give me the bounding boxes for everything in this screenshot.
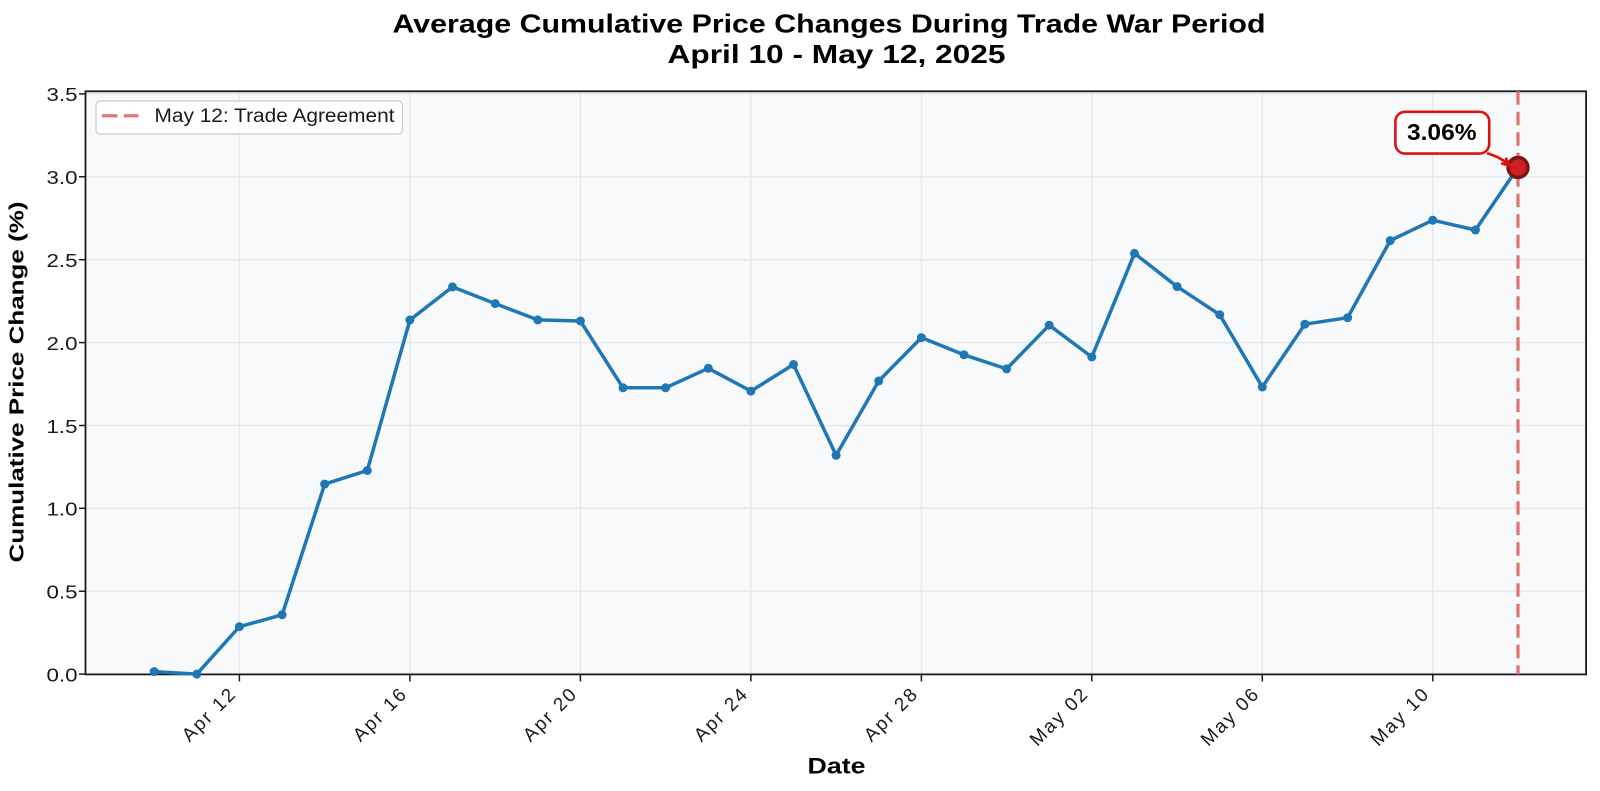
svg-text:1.5: 1.5 (47, 417, 78, 437)
svg-text:Date: Date (808, 754, 866, 779)
svg-text:3.5: 3.5 (47, 85, 78, 105)
svg-text:April 10 - May 12, 2025: April 10 - May 12, 2025 (668, 39, 1006, 69)
svg-text:May 12: Trade Agreement: May 12: Trade Agreement (155, 106, 396, 127)
svg-text:2.0: 2.0 (47, 334, 78, 354)
svg-text:2.5: 2.5 (47, 251, 78, 271)
svg-text:1.0: 1.0 (47, 500, 78, 520)
svg-text:3.06%: 3.06% (1407, 119, 1477, 145)
svg-text:Cumulative Price Change (%): Cumulative Price Change (%) (6, 202, 29, 563)
svg-text:Average Cumulative Price Chang: Average Cumulative Price Changes During … (393, 9, 1266, 39)
svg-text:3.0: 3.0 (47, 168, 78, 188)
svg-text:0.5: 0.5 (47, 583, 78, 603)
svg-text:0.0: 0.0 (47, 665, 78, 685)
